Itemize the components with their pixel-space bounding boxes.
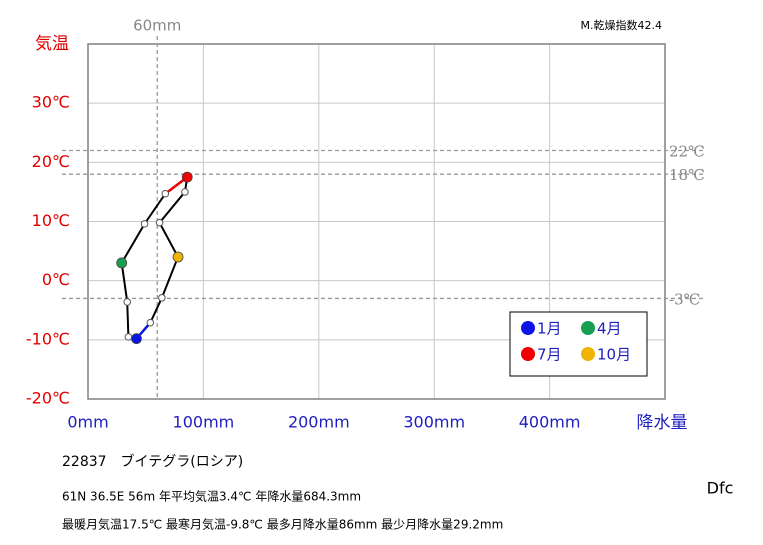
legend-marker	[581, 347, 595, 361]
plot-frame	[87, 43, 666, 400]
x-tick-label: 400mm	[519, 413, 581, 432]
legend-marker	[521, 347, 535, 361]
month-point	[172, 251, 184, 263]
y-tick-label: 0℃	[42, 270, 70, 289]
legend-box	[509, 311, 648, 377]
x-tick-label: 0mm	[67, 413, 108, 432]
station: 22837 ブイテグラ(ロシア)	[62, 453, 243, 470]
x-tick-label: 100mm	[173, 413, 235, 432]
y-tick-label: 30℃	[32, 93, 70, 112]
month-point	[155, 218, 164, 227]
month-point	[123, 298, 132, 306]
month-point	[131, 333, 142, 345]
legend-marker	[581, 321, 595, 335]
info-line: 61N 36.5E 56m 年平均気温3.4℃ 年降水量684.3mm	[62, 489, 361, 504]
month-point	[181, 171, 193, 183]
month-point	[124, 333, 133, 341]
legend-label: 1月	[537, 320, 562, 338]
month-point	[161, 189, 170, 198]
y-axis-label: 気温	[35, 34, 69, 54]
month-point	[116, 257, 128, 269]
x-axis-label: 降水量	[637, 413, 688, 433]
legend-label: 4月	[597, 320, 622, 338]
reference-label: -3℃	[669, 290, 700, 308]
reference-label: 22℃	[669, 143, 705, 161]
y-tick-label: -10℃	[26, 329, 70, 348]
y-tick-label: 20℃	[32, 152, 70, 171]
legend-label: 10月	[597, 346, 631, 364]
reference-label: 60mm	[133, 17, 181, 35]
legend-label: 7月	[537, 346, 562, 364]
climate-class: Dfc	[707, 479, 734, 498]
y-tick-label: -20℃	[26, 389, 70, 408]
legend-marker	[521, 321, 535, 335]
index-label: M.乾燥指数42.4	[581, 18, 662, 32]
x-tick-label: 300mm	[403, 413, 465, 432]
reference-label: 18℃	[669, 166, 705, 184]
x-tick-label: 200mm	[288, 413, 350, 432]
month-point	[146, 318, 155, 327]
y-tick-label: 10℃	[32, 211, 70, 230]
month-point	[140, 220, 149, 228]
month-point	[158, 294, 166, 302]
info-line: 最暖月気温17.5℃ 最寒月気温-9.8℃ 最多月降水量86mm 最少月降水量2…	[62, 517, 503, 532]
month-point	[181, 188, 189, 196]
